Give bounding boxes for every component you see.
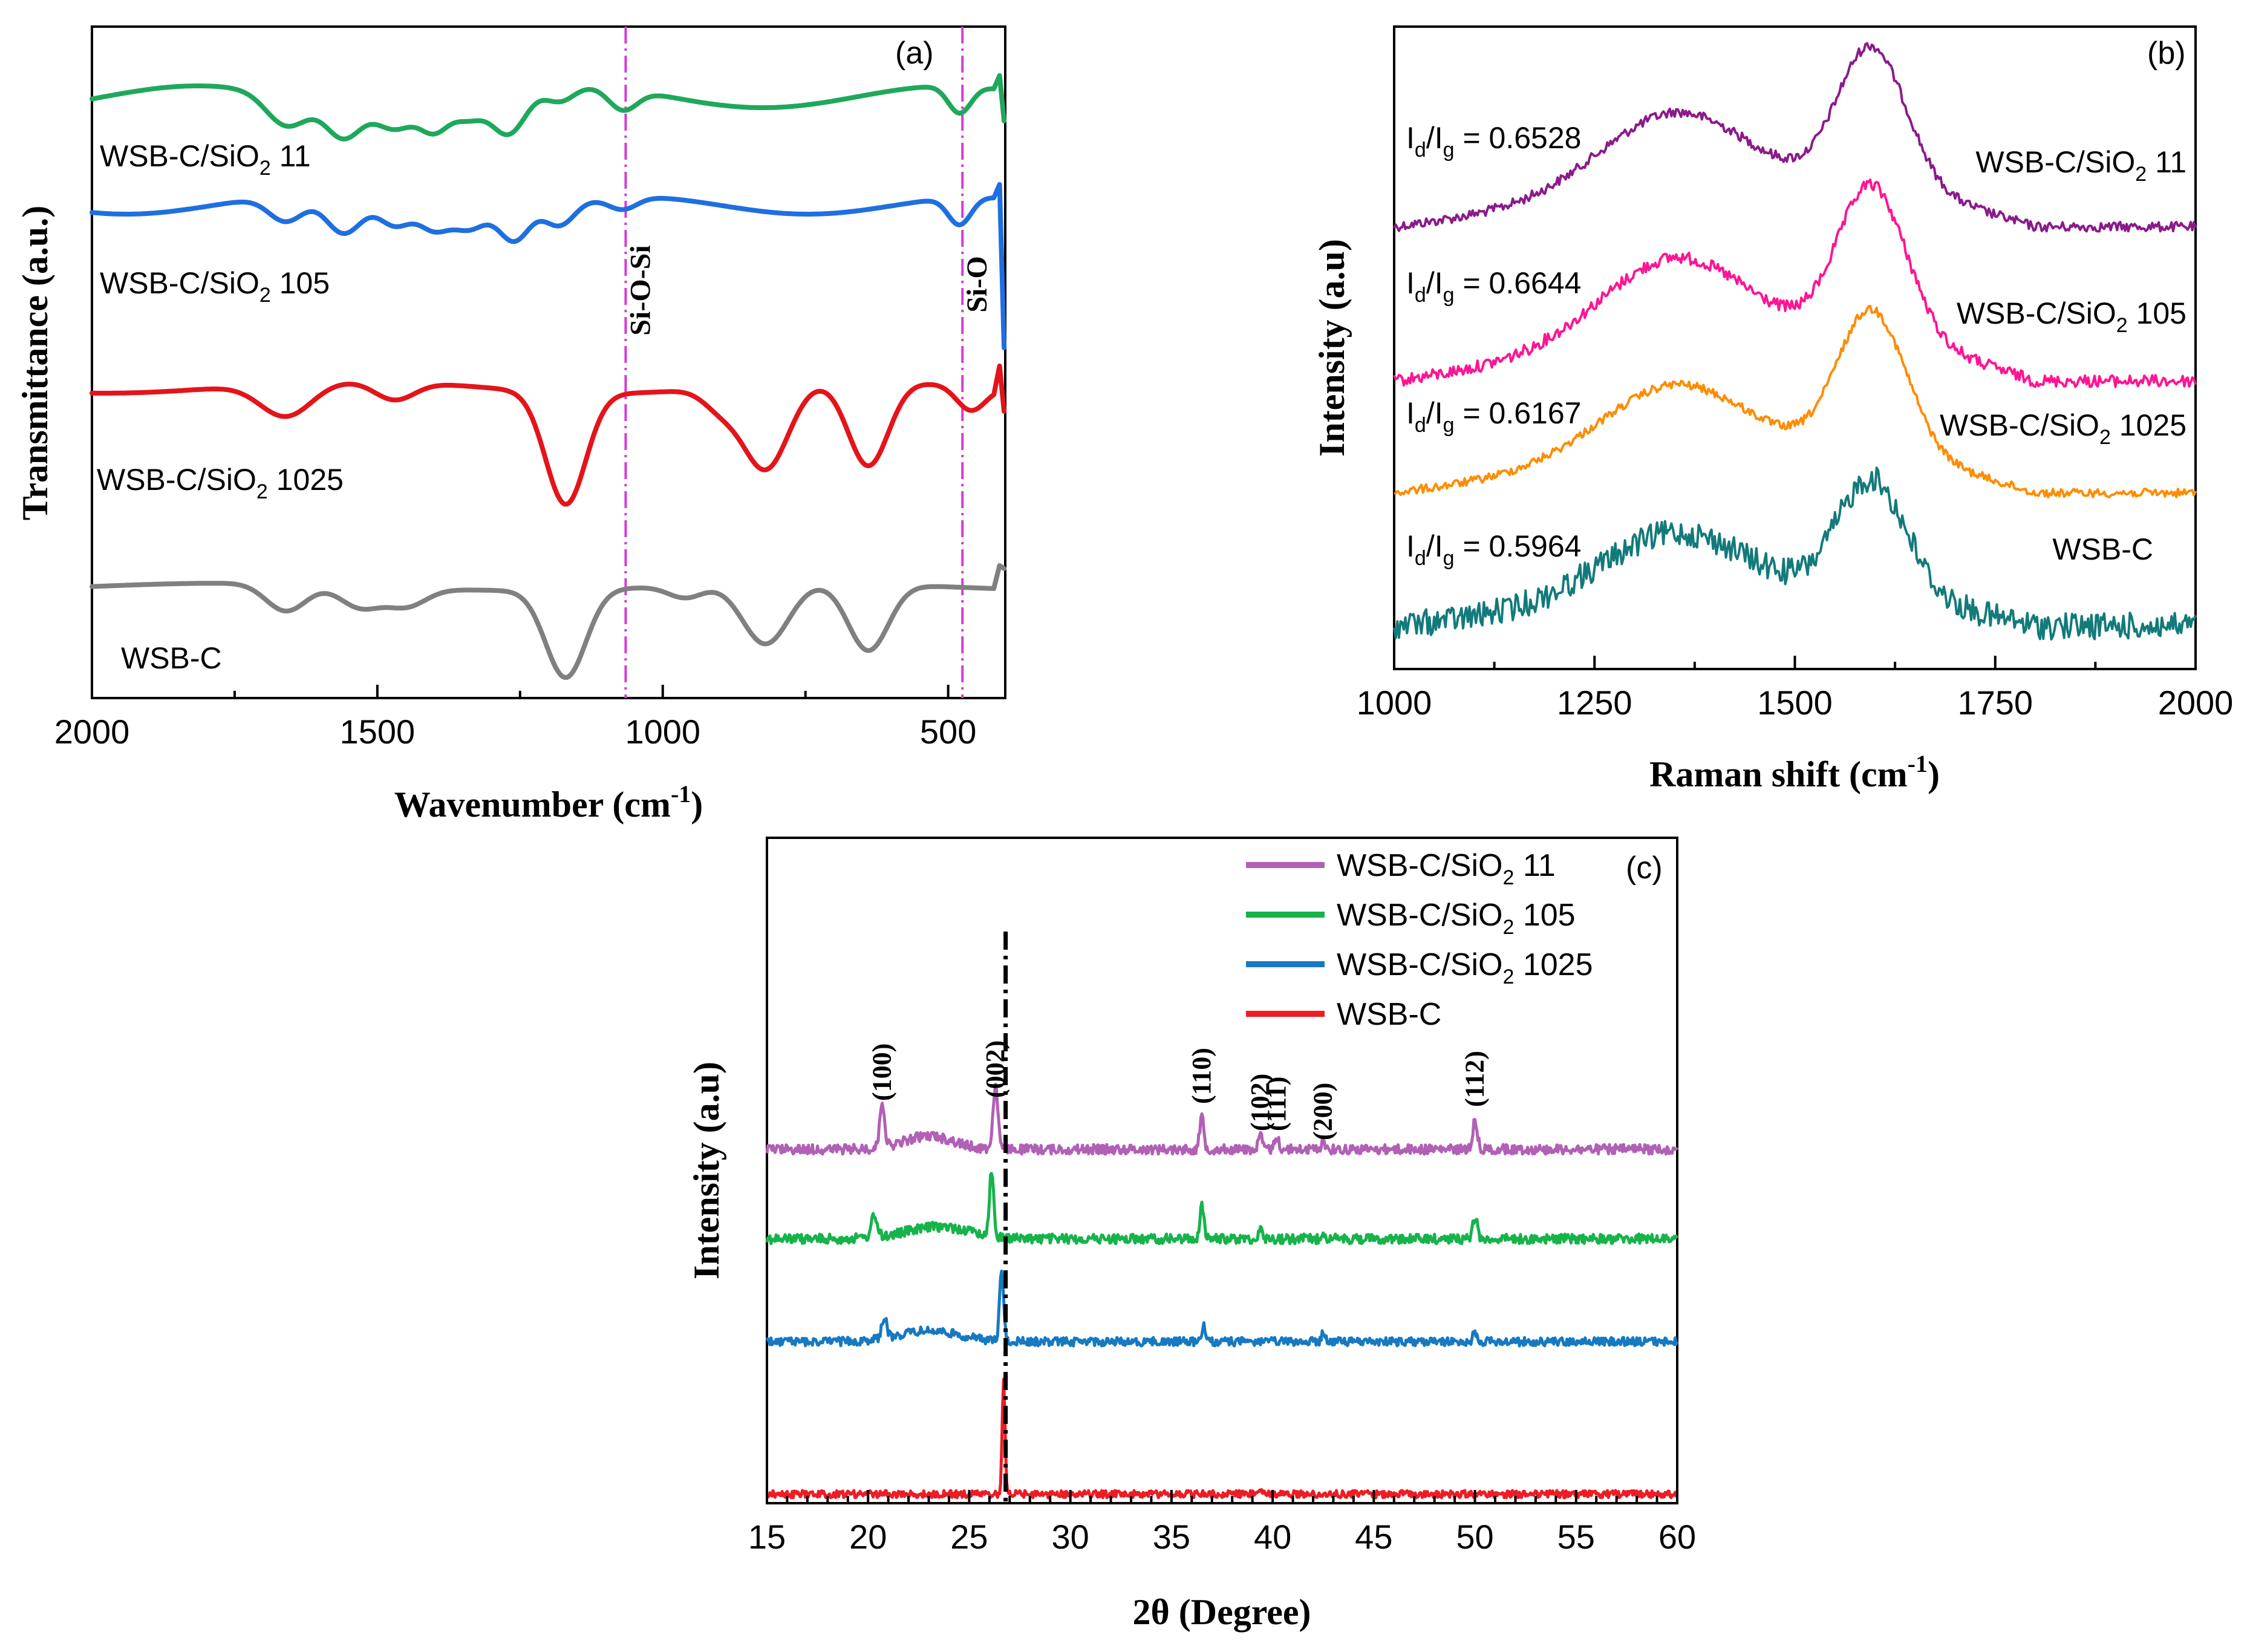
raman-id-ig-ratio: Id/Ig = 0.6644 bbox=[1406, 266, 1581, 307]
xrd-peak-label: (002) bbox=[980, 1040, 1010, 1098]
xrd-x-tick-label: 25 bbox=[950, 1518, 988, 1556]
ftir-series-line bbox=[90, 182, 1007, 350]
ftir-series-labels: WSB-C/SiO2 11 WSB-C/SiO2 105 WSB-C/SiO2 10… bbox=[97, 139, 344, 675]
xrd-legend: WSB-C/SiO2 11 WSB-C/SiO2 105 WSB-C/SiO2 10… bbox=[1246, 848, 1593, 1032]
xrd-peak-label: (110) bbox=[1187, 1048, 1216, 1104]
xrd-x-axis-title: 2θ (Degree) bbox=[1132, 1592, 1311, 1632]
xrd-series-line bbox=[765, 1269, 1679, 1348]
xrd-y-axis-title: Intensity (a.u) bbox=[686, 1062, 726, 1279]
raman-series-label: WSB-C/SiO2 11 bbox=[1975, 145, 2186, 186]
xrd-series-line bbox=[765, 1082, 1679, 1156]
ftir-x-tick-label: 500 bbox=[920, 713, 976, 751]
ftir-series-group bbox=[90, 73, 1007, 680]
xrd-series-group bbox=[765, 1082, 1679, 1500]
raman-x-tick-label: 2000 bbox=[2158, 684, 2234, 722]
ftir-y-axis-title: Transmittance (a.u.) bbox=[15, 206, 55, 521]
xrd-peak-label: (102) bbox=[1245, 1074, 1275, 1131]
raman-x-tick-label: 1000 bbox=[1357, 684, 1432, 722]
raman-id-ig-ratio: Id/Ig = 0.6167 bbox=[1406, 396, 1581, 437]
xrd-peak-label: (100) bbox=[867, 1043, 897, 1101]
xrd-legend-label: WSB-C bbox=[1337, 997, 1441, 1032]
ftir-plot-frame bbox=[91, 25, 1006, 699]
ftir-panel: Si-O-Si Si-O 2000 1500 1000 500 (a) WSB-C/Si… bbox=[15, 25, 1007, 824]
ftir-x-tick-label: 1000 bbox=[625, 713, 700, 751]
xrd-x-tick-label: 15 bbox=[748, 1518, 786, 1556]
raman-series-labels: WSB-C/SiO2 11 Id/Ig = 0.6528 WSB-C/SiO2 10… bbox=[1406, 121, 2186, 570]
xrd-panel-label: (c) bbox=[1626, 850, 1663, 886]
xrd-x-tick-label: 35 bbox=[1153, 1518, 1190, 1556]
ftir-reference-label: Si-O-Si bbox=[624, 245, 656, 335]
raman-x-ticks: 1000 1250 1500 1750 2000 bbox=[1357, 656, 2234, 722]
raman-x-tick-label: 1750 bbox=[1957, 684, 2033, 722]
ftir-series-line bbox=[90, 364, 1007, 507]
ftir-series-label: WSB-C/SiO2 105 bbox=[100, 266, 330, 307]
ftir-series-line bbox=[90, 73, 1007, 142]
xrd-x-tick-label: 40 bbox=[1254, 1518, 1291, 1556]
xrd-panel: 15 20 25 30 35 40 45 50 55 60 (100) (002) (110) (102… bbox=[686, 837, 1696, 1632]
xrd-peak-label: (111) bbox=[1262, 1077, 1291, 1131]
xrd-legend-label: WSB-C/SiO2 105 bbox=[1337, 898, 1576, 939]
ftir-reference-label: Si-O bbox=[961, 256, 993, 312]
ftir-x-axis-title: Wavenumber (cm-1) bbox=[394, 780, 703, 824]
raman-series-group bbox=[1393, 42, 2197, 641]
xrd-x-tick-label: 45 bbox=[1355, 1518, 1392, 1556]
ftir-series-label: WSB-C bbox=[121, 641, 222, 675]
raman-series-line bbox=[1393, 466, 2197, 641]
raman-x-tick-label: 1250 bbox=[1557, 684, 1632, 722]
raman-x-axis-title: Raman shift (cm-1) bbox=[1649, 750, 1940, 794]
raman-x-tick-label: 1500 bbox=[1757, 684, 1833, 722]
xrd-series-line bbox=[765, 1377, 1678, 1500]
xrd-x-ticks: 15 20 25 30 35 40 45 50 55 60 bbox=[748, 1490, 1696, 1556]
ftir-panel-label: (a) bbox=[895, 36, 934, 71]
raman-series-line bbox=[1393, 178, 2197, 388]
raman-id-ig-ratio: Id/Ig = 0.6528 bbox=[1406, 121, 1581, 162]
xrd-peak-label: (112) bbox=[1460, 1051, 1490, 1107]
raman-series-line bbox=[1394, 304, 2197, 498]
raman-series-line bbox=[1393, 42, 2197, 233]
raman-y-axis-title: Intensity (a.u) bbox=[1312, 239, 1352, 457]
ftir-x-tick-label: 2000 bbox=[54, 713, 130, 751]
ftir-series-label: WSB-C/SiO2 11 bbox=[100, 139, 311, 180]
raman-series-label: WSB-C bbox=[2052, 532, 2153, 566]
xrd-peak-labels: (100) (002) (110) (102)(111) (200) (112) bbox=[867, 1040, 1490, 1140]
xrd-x-tick-label: 55 bbox=[1557, 1518, 1595, 1556]
raman-panel: 1000 1250 1500 1750 2000 (b) WSB-C/SiO2 11 Id… bbox=[1312, 25, 2234, 794]
xrd-legend-label: WSB-C/SiO2 11 bbox=[1337, 848, 1556, 889]
ftir-x-ticks: 2000 1500 1000 500 bbox=[54, 685, 976, 751]
raman-series-label: WSB-C/SiO2 1025 bbox=[1940, 408, 2186, 449]
raman-id-ig-ratio: Id/Ig = 0.5964 bbox=[1406, 529, 1581, 570]
xrd-x-tick-label: 50 bbox=[1456, 1518, 1493, 1556]
xrd-legend-label: WSB-C/SiO2 1025 bbox=[1337, 947, 1593, 988]
xrd-x-tick-label: 60 bbox=[1658, 1518, 1696, 1556]
ftir-x-tick-label: 1500 bbox=[340, 713, 416, 751]
xrd-x-tick-label: 30 bbox=[1052, 1518, 1089, 1556]
raman-panel-label: (b) bbox=[2147, 36, 2186, 71]
ftir-series-line bbox=[90, 563, 1007, 680]
xrd-x-tick-label: 20 bbox=[849, 1518, 887, 1556]
raman-series-label: WSB-C/SiO2 105 bbox=[1957, 296, 2186, 337]
xrd-peak-label: (200) bbox=[1308, 1083, 1338, 1140]
ftir-series-label: WSB-C/SiO2 1025 bbox=[97, 463, 344, 503]
xrd-series-line bbox=[765, 1172, 1679, 1246]
xrd-plot-frame bbox=[766, 837, 1678, 1504]
